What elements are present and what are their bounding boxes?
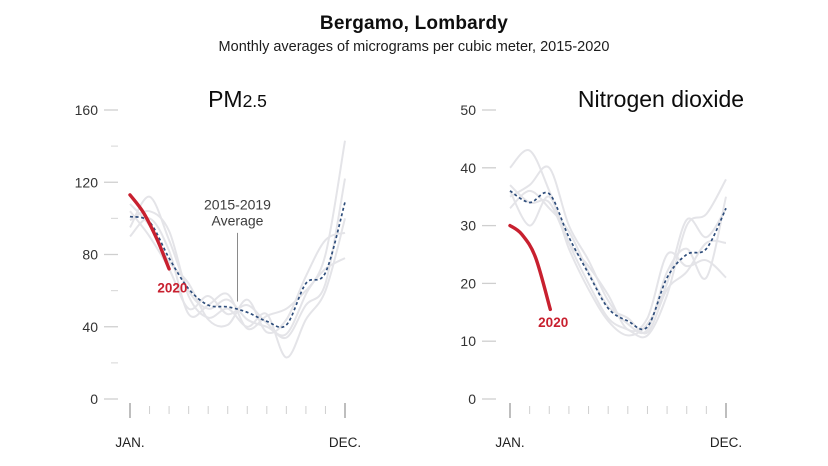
pm25-title-sub: 2.5: [242, 91, 267, 111]
figure-subtitle: Monthly averages of micrograms per cubic…: [218, 39, 610, 55]
y-axis-tick-label: 20: [460, 275, 476, 291]
pm25-title-main: PM: [208, 86, 243, 112]
series-line-2015-2019-average: [129, 201, 346, 329]
y-axis-tick-label: 40: [460, 160, 476, 176]
x-axis-label-dec: DEC.: [710, 435, 742, 450]
no2-chart: 0 10 20 30 40 50 JAN. DEC. 2020: [460, 102, 742, 450]
no2-title-main: Nitrogen dioxide: [577, 86, 745, 112]
y-axis-tick-label: 120: [75, 174, 99, 190]
series-line-2015: [509, 149, 727, 339]
y-axis-tick-label: 50: [460, 102, 476, 118]
no2-panel: 0 10 20 30 40 50 JAN. DEC. 2020 Nitrogen dioxide: [430, 80, 775, 466]
series-line-2018: [509, 189, 727, 335]
series-line-2016: [509, 165, 727, 335]
x-axis-label-jan: JAN.: [495, 435, 524, 450]
no2-chart-title: Nitrogen dioxide: [550, 86, 772, 113]
series-line-2020: [508, 223, 552, 312]
y-axis-tick-label: 40: [82, 319, 98, 335]
pm25-chart-title: PM2.5: [115, 86, 360, 113]
series-line-2017: [129, 209, 346, 359]
figure-title: Bergamo, Lombardy: [319, 13, 509, 34]
label-2020: 2020: [157, 280, 187, 295]
y-axis-tick-label: 80: [82, 247, 98, 263]
series-line-2017: [509, 190, 727, 337]
y-axis-tick-label: 160: [75, 102, 99, 118]
average-callout-text: 2015-2019 Average: [204, 196, 271, 228]
y-axis-tick-label: 0: [90, 391, 98, 407]
series-line-2019: [509, 184, 727, 333]
y-axis-tick-label: 0: [468, 391, 476, 407]
x-axis-label-jan: JAN.: [115, 435, 144, 450]
series-line-2020: [128, 193, 171, 271]
y-axis-tick-label: 10: [460, 333, 476, 349]
pm25-panel: 0 40 80 120 160 JAN. DEC. 2015-2019 Average 2020 …: [60, 80, 400, 466]
pm25-chart: 0 40 80 120 160 JAN. DEC. 2015-2019 Average 2020: [75, 102, 361, 450]
x-axis-label-dec: DEC.: [329, 435, 361, 450]
y-axis-tick-label: 30: [460, 218, 476, 234]
label-2020: 2020: [538, 315, 568, 330]
